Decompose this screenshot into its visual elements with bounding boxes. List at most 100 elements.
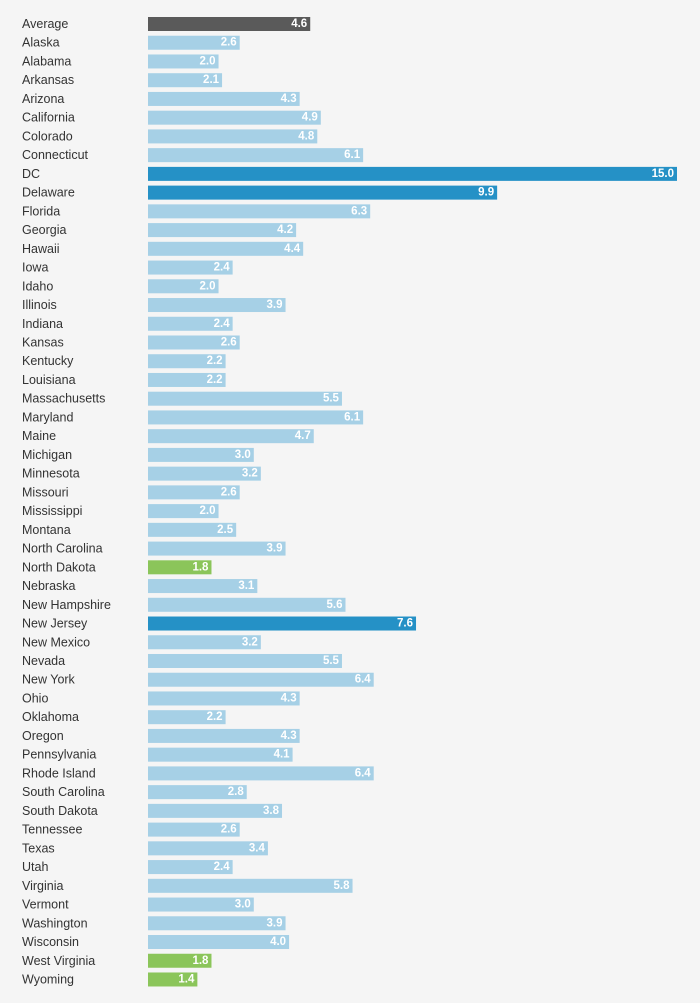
value-label-kansas: 2.6: [221, 336, 237, 348]
value-label-massachusetts: 5.5: [323, 393, 340, 405]
bar-washington: [148, 916, 286, 931]
category-label-tennessee: Tennessee: [22, 823, 83, 837]
category-label-oregon: Oregon: [22, 729, 64, 743]
category-label-california: California: [22, 111, 75, 125]
category-label-michigan: Michigan: [22, 448, 72, 462]
category-label-hawaii: Hawaii: [22, 242, 60, 256]
category-label-south-carolina: South Carolina: [22, 785, 105, 799]
category-label-florida: Florida: [22, 204, 60, 218]
bar-new-hampshire: [148, 597, 346, 612]
bar-texas: [148, 841, 268, 856]
value-label-north-dakota: 1.8: [192, 561, 209, 573]
bar-louisiana: [148, 372, 226, 387]
value-label-virginia: 5.8: [334, 880, 351, 892]
bar-missouri: [148, 485, 240, 500]
category-label-arizona: Arizona: [22, 92, 64, 106]
category-label-texas: Texas: [22, 841, 55, 855]
value-label-illinois: 3.9: [267, 299, 283, 311]
bar-maine: [148, 429, 314, 444]
value-label-new-mexico: 3.2: [242, 636, 258, 648]
value-label-vermont: 3.0: [235, 899, 251, 911]
bar-alabama: [148, 54, 219, 69]
category-label-utah: Utah: [22, 860, 48, 874]
bar-new-york: [148, 672, 374, 687]
value-label-arizona: 4.3: [281, 93, 297, 105]
bar-average: [148, 17, 311, 31]
bar-wisconsin: [148, 935, 290, 950]
bar-nevada: [148, 653, 342, 668]
category-label-wyoming: Wyoming: [22, 972, 74, 986]
bar-massachusetts: [148, 391, 342, 406]
bar-indiana: [148, 316, 233, 331]
value-label-wisconsin: 4.0: [270, 936, 286, 948]
value-label-north-carolina: 3.9: [267, 543, 283, 555]
category-label-delaware: Delaware: [22, 186, 75, 200]
category-label-arkansas: Arkansas: [22, 73, 74, 87]
bar-alaska: [148, 35, 240, 50]
category-label-alabama: Alabama: [22, 54, 71, 68]
value-label-maryland: 6.1: [344, 411, 361, 423]
category-label-new-york: New York: [22, 673, 76, 687]
bars: [148, 17, 677, 987]
value-label-nevada: 5.5: [323, 655, 340, 667]
category-label-nevada: Nevada: [22, 654, 65, 668]
value-label-connecticut: 6.1: [344, 149, 361, 161]
category-label-maine: Maine: [22, 429, 56, 443]
category-label-dc: DC: [22, 167, 40, 181]
category-label-missouri: Missouri: [22, 485, 69, 499]
value-label-mississippi: 2.0: [200, 505, 216, 517]
value-label-indiana: 2.4: [214, 318, 231, 330]
bar-oregon: [148, 728, 300, 743]
value-label-kentucky: 2.2: [207, 355, 223, 367]
value-label-maine: 4.7: [295, 430, 311, 442]
value-label-missouri: 2.6: [221, 486, 237, 498]
value-label-new-jersey: 7.6: [397, 618, 413, 630]
category-label-north-dakota: North Dakota: [22, 560, 96, 574]
value-label-delaware: 9.9: [478, 187, 494, 199]
value-label-arkansas: 2.1: [203, 74, 220, 86]
value-label-oregon: 4.3: [281, 730, 297, 742]
value-label-pennsylvania: 4.1: [274, 749, 291, 761]
bar-virginia: [148, 878, 353, 893]
category-label-alaska: Alaska: [22, 36, 60, 50]
value-label-wyoming: 1.4: [178, 973, 195, 985]
bar-montana: [148, 522, 237, 537]
category-label-north-carolina: North Carolina: [22, 542, 103, 556]
bar-california: [148, 110, 321, 125]
value-label-west-virginia: 1.8: [192, 955, 209, 967]
category-label-kentucky: Kentucky: [22, 354, 74, 368]
category-label-massachusetts: Massachusetts: [22, 392, 105, 406]
value-label-michigan: 3.0: [235, 449, 251, 461]
category-label-new-mexico: New Mexico: [22, 635, 90, 649]
value-label-florida: 6.3: [351, 205, 367, 217]
category-label-virginia: Virginia: [22, 879, 64, 893]
value-label-dc: 15.0: [652, 168, 674, 180]
category-label-montana: Montana: [22, 523, 71, 537]
value-label-utah: 2.4: [214, 861, 231, 873]
bar-mississippi: [148, 504, 219, 519]
value-label-rhode-island: 6.4: [355, 767, 372, 779]
value-label-iowa: 2.4: [214, 262, 231, 274]
value-label-texas: 3.4: [249, 842, 266, 854]
bar-arkansas: [148, 73, 223, 88]
bar-rhode-island: [148, 766, 374, 781]
value-label-south-carolina: 2.8: [228, 786, 245, 798]
bar-ohio: [148, 691, 300, 706]
bar-nebraska: [148, 579, 258, 594]
value-label-nebraska: 3.1: [238, 580, 255, 592]
category-label-colorado: Colorado: [22, 129, 73, 143]
bar-illinois: [148, 298, 286, 313]
value-label-south-dakota: 3.8: [263, 805, 280, 817]
category-label-minnesota: Minnesota: [22, 467, 80, 481]
value-label-hawaii: 4.4: [284, 243, 301, 255]
category-label-south-dakota: South Dakota: [22, 804, 98, 818]
bar-connecticut: [148, 148, 364, 163]
value-label-oklahoma: 2.2: [207, 711, 223, 723]
category-label-georgia: Georgia: [22, 223, 67, 237]
bar-new-jersey: [148, 616, 417, 631]
category-label-illinois: Illinois: [22, 298, 57, 312]
bar-vermont: [148, 897, 254, 912]
category-label-oklahoma: Oklahoma: [22, 710, 79, 724]
value-label-alabama: 2.0: [200, 55, 216, 67]
